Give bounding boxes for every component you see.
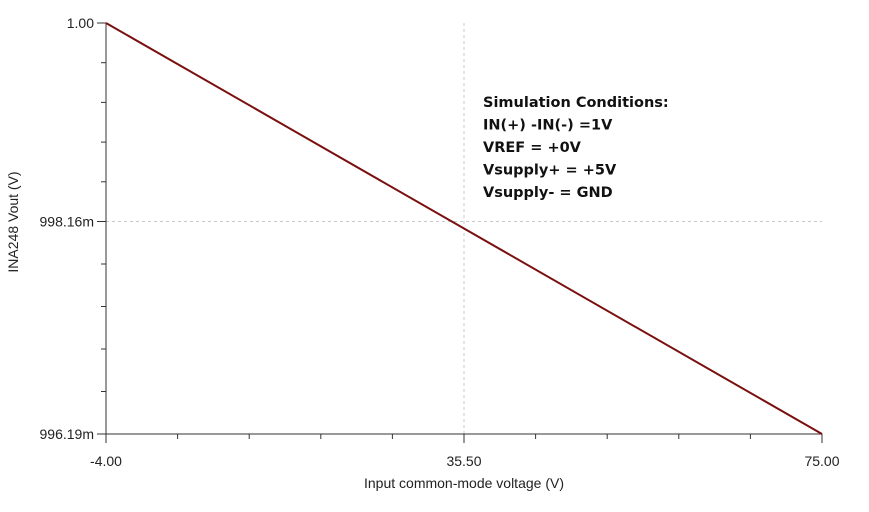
annotation-line: IN(+) -IN(-) =1V xyxy=(483,118,613,134)
y-tick-label: 996.19m xyxy=(40,426,94,442)
annotation-line: Vsupply+ = +5V xyxy=(483,163,617,179)
y-tick-label: 1.00 xyxy=(67,15,94,31)
annotation-line: Vsupply- = GND xyxy=(483,185,613,201)
x-axis-label: Input common-mode voltage (V) xyxy=(364,475,564,491)
minor-ticks-layer xyxy=(101,62,751,439)
x-tick-label: 35.50 xyxy=(446,453,481,469)
annotation: Simulation Conditions: IN(+) -IN(-) =1V VR… xyxy=(483,95,669,201)
series-layer xyxy=(105,22,823,435)
x-tick-label: -4.00 xyxy=(90,453,122,469)
y-axis-label: INA248 Vout (V) xyxy=(5,171,21,272)
series-line xyxy=(105,22,823,435)
y-tick-label: 998.16m xyxy=(40,213,94,229)
annotation-line: Simulation Conditions: xyxy=(483,95,669,111)
axes-layer xyxy=(97,22,823,443)
x-tick-label: 75.00 xyxy=(804,453,839,469)
tick-label-layer: -4.00 35.50 75.00 1.00 998.16m 996.19m xyxy=(40,15,840,469)
annotation-line: VREF = +0V xyxy=(483,140,582,156)
